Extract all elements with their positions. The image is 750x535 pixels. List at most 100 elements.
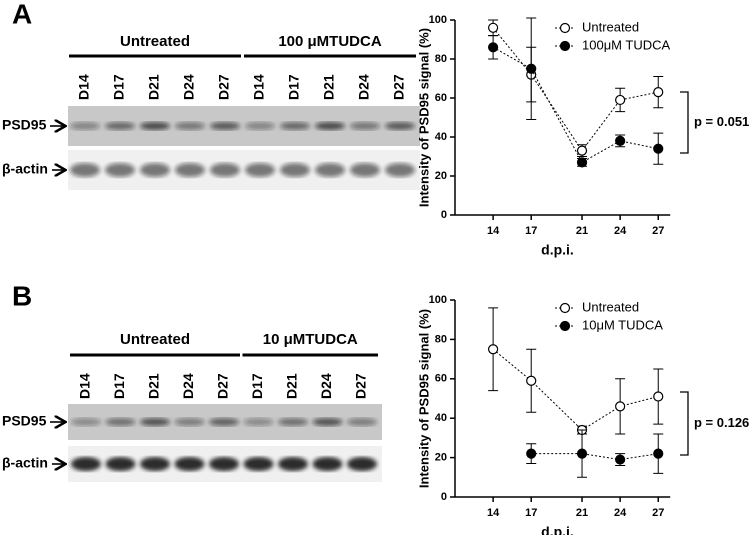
- significance-bracket: [680, 391, 689, 456]
- blot-band: [280, 163, 310, 177]
- legend-label: 10μM TUDCA: [582, 317, 663, 332]
- lane-label: D21: [321, 74, 337, 100]
- group-label: 10 μMTUDCA: [263, 331, 358, 348]
- blot-band: [312, 457, 343, 471]
- y-tick-label: 60: [435, 373, 447, 385]
- blot-band: [280, 122, 310, 130]
- blot-band: [385, 163, 415, 177]
- group-label: Untreated: [120, 331, 190, 348]
- y-tick-label: 40: [435, 412, 447, 424]
- x-tick-label: 24: [614, 225, 627, 237]
- legend-marker: [559, 22, 571, 34]
- y-tick-label: 80: [435, 53, 447, 65]
- y-tick-label: 0: [441, 491, 447, 503]
- y-tick-label: 20: [435, 170, 447, 182]
- row-label: PSD95: [2, 413, 47, 429]
- lane-label: D17: [111, 373, 127, 399]
- row-label: β-actin: [2, 455, 48, 471]
- legend-label: 100μM TUDCA: [582, 37, 670, 52]
- blot-band: [174, 418, 205, 426]
- lane-label: D27: [216, 74, 232, 100]
- group-label: 100 μMTUDCA: [278, 33, 382, 50]
- y-tick-label: 0: [441, 209, 447, 221]
- lane-label: D21: [284, 373, 300, 399]
- blot-band: [243, 457, 274, 471]
- panel-letter: A: [12, 0, 32, 29]
- lane-label: D27: [215, 373, 231, 399]
- blot-band: [347, 418, 377, 426]
- blot-band: [209, 457, 239, 471]
- series-line: [492, 27, 659, 152]
- y-tick-label: 100: [429, 14, 447, 26]
- data-point: [576, 448, 588, 459]
- x-tick-label: 27: [652, 507, 664, 519]
- x-tick-label: 21: [576, 507, 588, 519]
- y-tick-label: 20: [435, 452, 447, 464]
- lane-label: D24: [181, 74, 197, 100]
- lane-label: D14: [77, 373, 93, 399]
- data-point: [576, 145, 588, 156]
- data-point: [488, 344, 499, 355]
- blot-band: [71, 457, 101, 471]
- legend-label: Untreated: [582, 299, 639, 314]
- y-axis-label: Intensity of PSD95 signal (%): [416, 28, 431, 207]
- blot-band: [71, 418, 101, 426]
- series-line: [531, 453, 659, 461]
- blot-band: [315, 163, 345, 177]
- lane-label: D17: [286, 74, 302, 100]
- blot-band: [105, 457, 136, 471]
- lane-label: D27: [353, 373, 369, 399]
- blot-band: [140, 418, 170, 426]
- lane-label: D17: [249, 373, 265, 399]
- data-point: [526, 448, 537, 459]
- blot-band: [245, 122, 275, 130]
- data-point: [576, 157, 588, 168]
- lane-label: D21: [146, 74, 162, 100]
- data-point: [653, 143, 664, 154]
- x-tick-label: 21: [576, 225, 588, 237]
- blot-band: [175, 163, 205, 177]
- blot-band: [174, 457, 205, 471]
- x-tick-label: 17: [525, 507, 537, 519]
- blot-band: [245, 163, 275, 177]
- data-point: [615, 454, 626, 465]
- data-point: [615, 135, 626, 146]
- blot-band: [278, 457, 308, 471]
- blot-band: [105, 163, 135, 177]
- lane-label: D21: [146, 373, 162, 399]
- data-point: [526, 375, 537, 386]
- blot-band: [140, 122, 170, 130]
- blot-band: [315, 122, 345, 130]
- lane-label: D24: [180, 373, 196, 399]
- data-point: [615, 94, 626, 106]
- blot-band: [312, 418, 343, 426]
- data-point: [653, 448, 664, 459]
- y-tick-label: 100: [429, 294, 447, 306]
- blot-band: [350, 122, 380, 130]
- x-axis-label: d.p.i.: [541, 242, 574, 258]
- lane-label: D14: [76, 74, 92, 100]
- blot-band: [105, 418, 136, 426]
- blot-band: [243, 418, 274, 426]
- panel-letter: B: [12, 280, 32, 311]
- series-line: [492, 46, 659, 164]
- data-point: [488, 42, 499, 53]
- y-axis-label: Intensity of PSD95 signal (%): [416, 309, 431, 488]
- lane-label: D17: [111, 74, 127, 100]
- blot-band: [70, 122, 100, 130]
- row-label: PSD95: [2, 117, 47, 133]
- y-tick-label: 80: [435, 333, 447, 345]
- y-tick-label: 40: [435, 131, 447, 143]
- lane-label: D27: [391, 74, 407, 100]
- x-tick-label: 17: [525, 225, 537, 237]
- blot-band: [210, 122, 240, 130]
- legend-marker: [559, 302, 571, 314]
- blot-band: [140, 457, 170, 471]
- legend-label: Untreated: [582, 19, 639, 34]
- legend-marker: [559, 40, 571, 52]
- data-point: [653, 391, 664, 402]
- blot-band: [140, 163, 170, 177]
- significance-bracket: [680, 91, 689, 154]
- lane-label: D24: [356, 74, 372, 100]
